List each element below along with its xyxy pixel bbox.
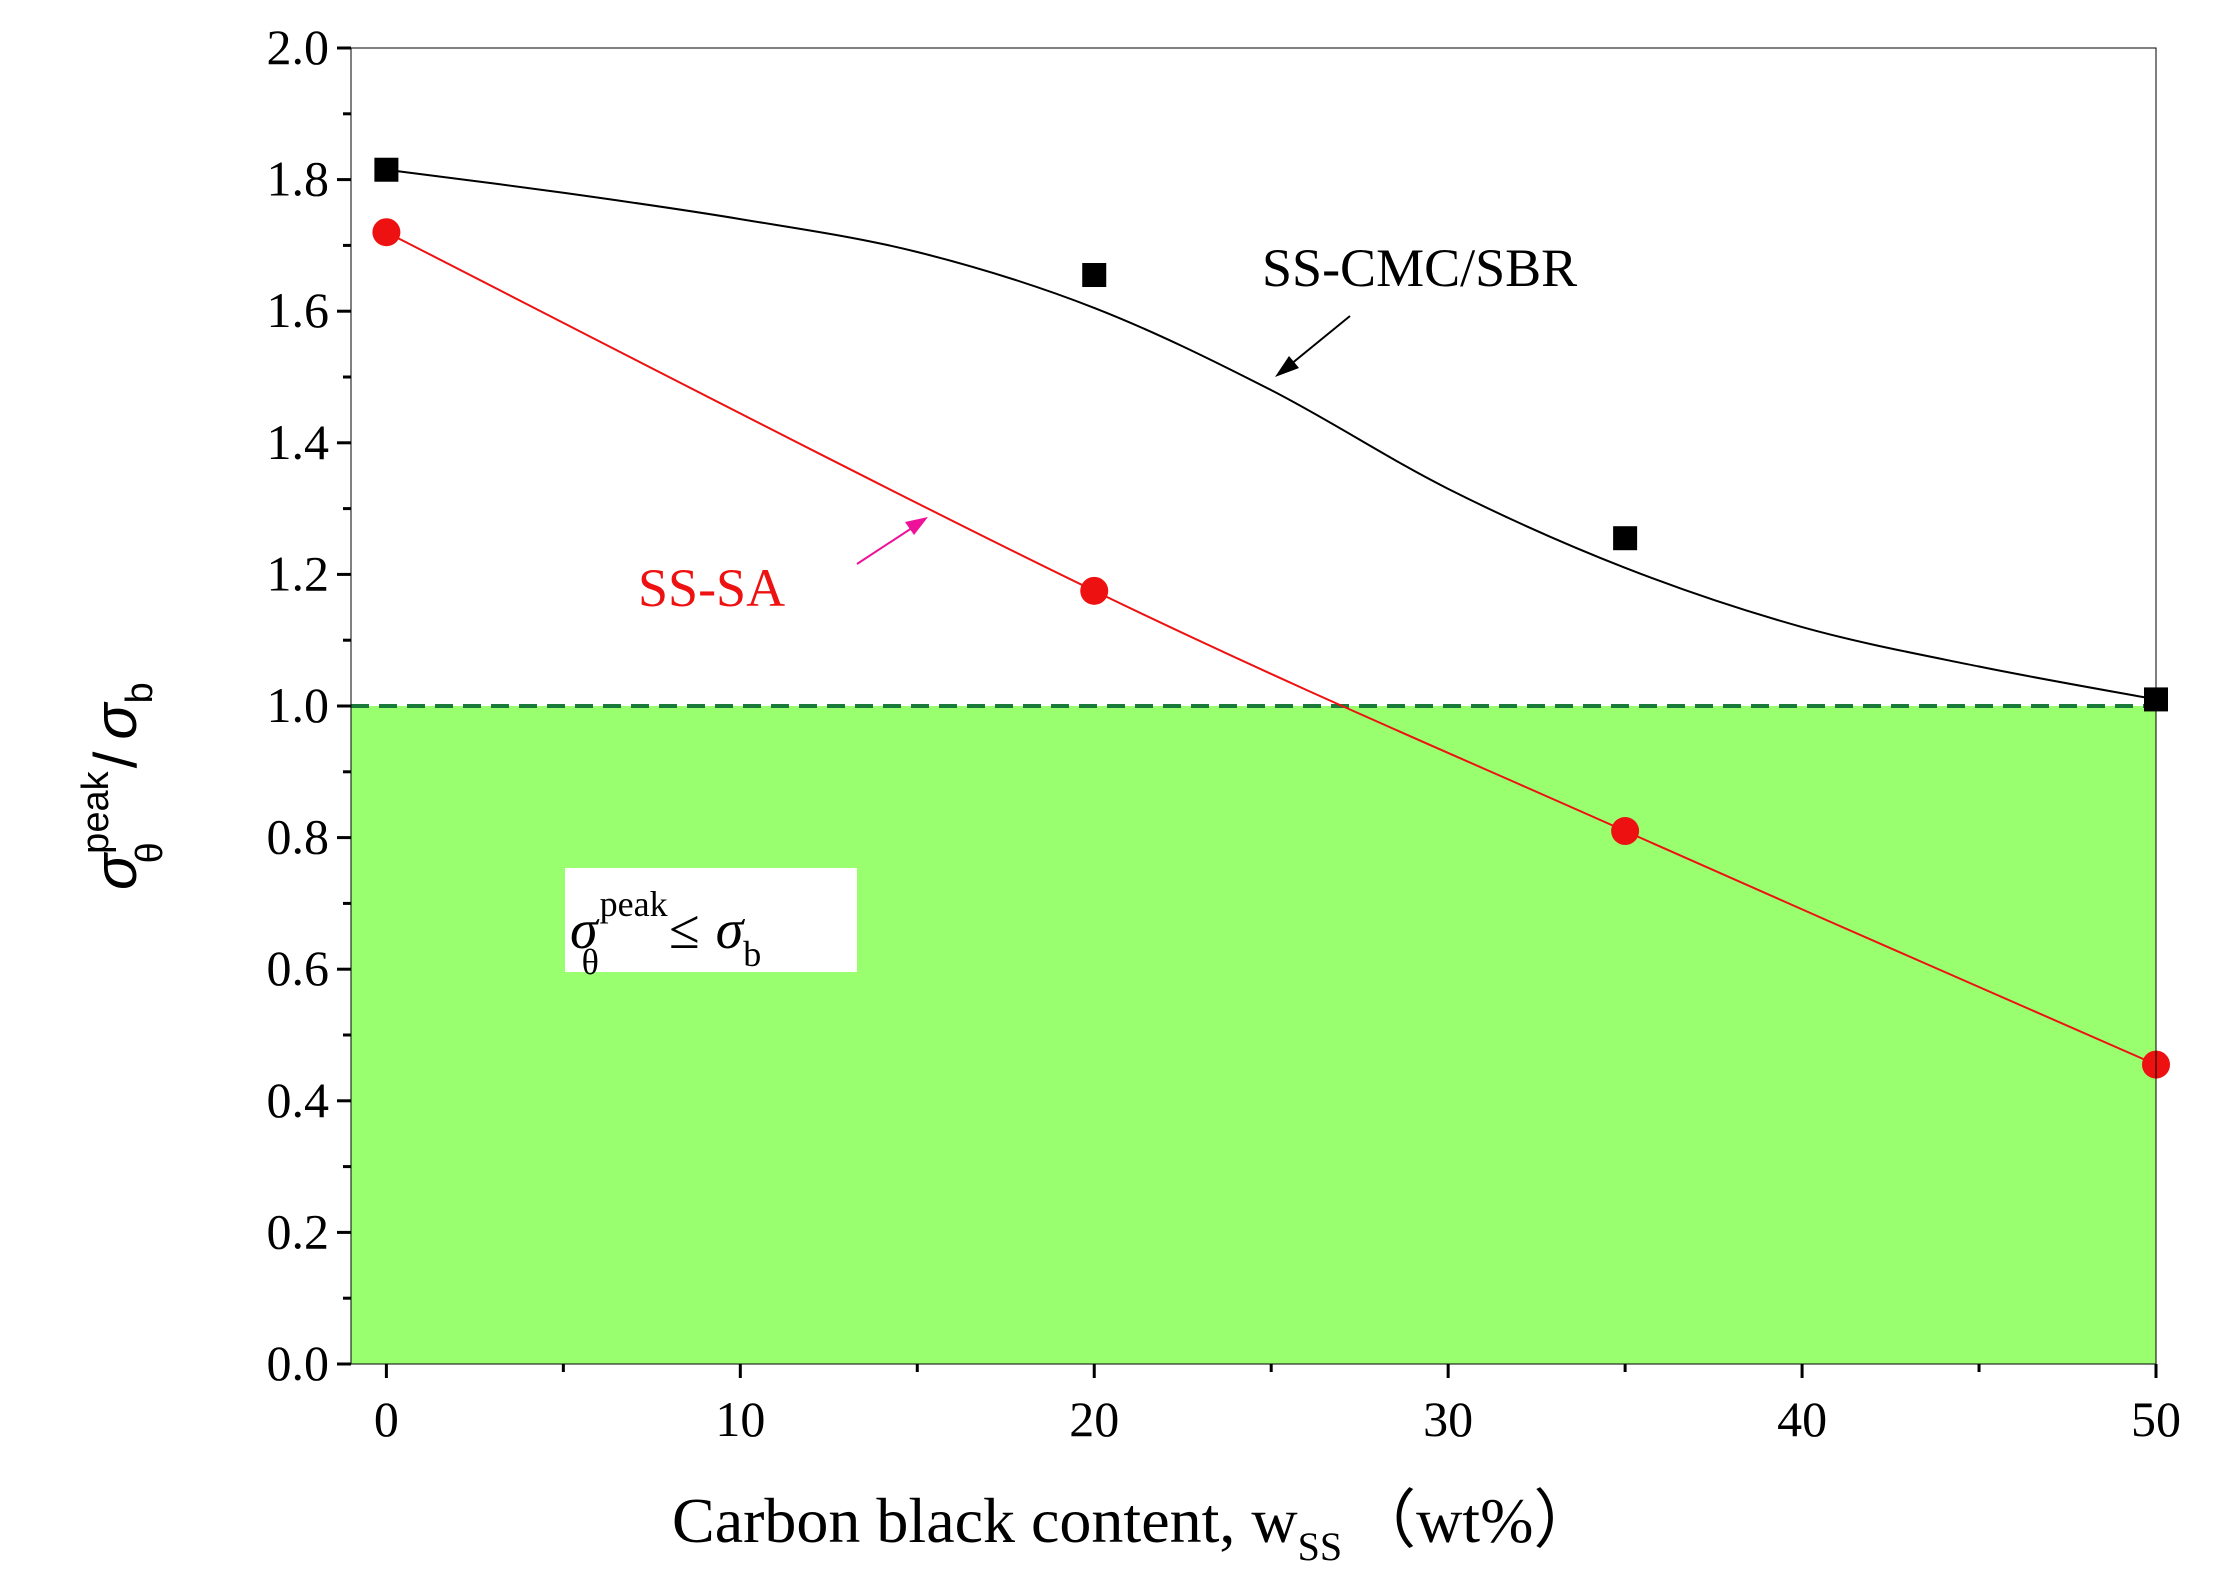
y-tick-label: 0.8 bbox=[267, 809, 330, 865]
y-tick-label: 1.6 bbox=[267, 282, 330, 338]
y-tick-label: 2.0 bbox=[267, 19, 330, 75]
y-axis-title-sup: peak bbox=[75, 770, 117, 853]
y-tick-label: 1.0 bbox=[267, 677, 330, 733]
region-label-sup: peak bbox=[600, 884, 668, 924]
y-tick-label: 0.2 bbox=[267, 1203, 330, 1259]
y-tick-label: 0.4 bbox=[267, 1072, 330, 1128]
region-label-leq: ≤ bbox=[669, 899, 700, 961]
y-axis-title-slash: / bbox=[82, 751, 149, 768]
fit-line-ss-cmc-sbr bbox=[386, 168, 2157, 701]
y-axis-title-sigma: σ bbox=[82, 851, 149, 890]
safe-region-fill bbox=[351, 706, 2156, 1364]
x-axis-title-unit: （wt%） bbox=[1352, 1485, 1597, 1556]
region-label-sigma: σ bbox=[570, 899, 600, 961]
x-tick-label: 20 bbox=[1069, 1391, 1119, 1447]
data-point-ss-sa bbox=[372, 218, 401, 247]
data-point-ss-cmc-sbr bbox=[374, 157, 399, 182]
y-axis-title-sigma2: σ bbox=[82, 701, 149, 740]
y-tick-label: 1.2 bbox=[267, 545, 330, 601]
x-tick-label: 10 bbox=[715, 1391, 765, 1447]
arrow-ss-sa bbox=[856, 517, 928, 565]
y-axis-title: σpeak θ/σb bbox=[75, 682, 171, 890]
y-axis-title-sub: θ bbox=[129, 842, 171, 863]
data-point-ss-cmc-sbr bbox=[1613, 526, 1638, 551]
x-axis-title-sub: SS bbox=[1298, 1524, 1343, 1569]
series-label-ss-sa: SS-SA bbox=[638, 558, 785, 618]
x-tick-label: 0 bbox=[374, 1391, 399, 1447]
region-label: σpeak θ≤ σb bbox=[570, 884, 761, 982]
x-tick-label: 40 bbox=[1777, 1391, 1827, 1447]
plot-frame bbox=[350, 47, 2157, 1365]
y-axis-title-sub2: b bbox=[119, 682, 161, 703]
region-label-box bbox=[565, 868, 857, 972]
x-axis-title: Carbon black content, wSS （wt%） bbox=[672, 1485, 1597, 1569]
region-label-sub: θ bbox=[582, 942, 599, 982]
y-tick-label: 1.4 bbox=[267, 414, 330, 470]
x-axis-title-main: Carbon black content, w bbox=[672, 1485, 1298, 1556]
arrow-cmc-sbr bbox=[1275, 315, 1351, 377]
data-point-ss-sa bbox=[1080, 576, 1109, 605]
region-label-sigma2: σ bbox=[716, 899, 746, 961]
fit-line-ss-sa bbox=[385, 231, 2157, 1066]
data-point-ss-sa bbox=[1611, 817, 1640, 846]
y-tick-label: 0.0 bbox=[267, 1335, 330, 1391]
x-tick-label: 50 bbox=[2131, 1391, 2181, 1447]
region-label-sub2: b bbox=[743, 934, 761, 974]
y-tick-label: 1.8 bbox=[267, 151, 330, 207]
x-tick-label: 30 bbox=[1423, 1391, 1473, 1447]
series-label-cmc-sbr: SS-CMC/SBR bbox=[1262, 238, 1577, 298]
y-tick-label: 0.6 bbox=[267, 940, 330, 996]
data-point-ss-cmc-sbr bbox=[1082, 263, 1107, 288]
